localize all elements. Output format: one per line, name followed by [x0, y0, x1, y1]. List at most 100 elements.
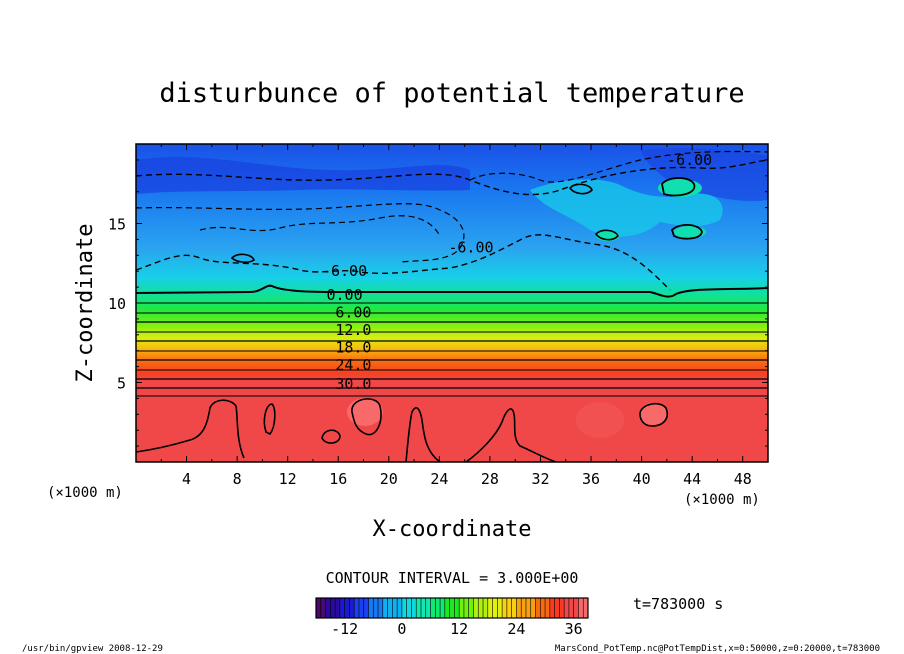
colorbar-tick-label: 12 — [450, 620, 468, 638]
y-tick-label: 15 — [108, 216, 126, 234]
x-axis: 4 8 12 16 20 24 28 32 36 40 44 48 — [160, 144, 752, 488]
colorbar-segment — [358, 598, 365, 618]
colorbar-segment — [554, 598, 560, 618]
x-tick-label: 4 — [182, 470, 191, 488]
contour-line — [670, 224, 703, 240]
y-axis-label: Z-coordinate — [73, 224, 98, 383]
contour-label: -6.00 — [322, 262, 367, 280]
x-tick-label: 40 — [633, 470, 651, 488]
colorbar-segment — [578, 598, 584, 618]
warm-bump-shade — [347, 398, 383, 426]
cyan-blob-shade — [674, 226, 706, 238]
y-tick-label: 5 — [117, 375, 126, 393]
contour-label: 6.00 — [335, 304, 371, 322]
contour-label: 30.0 — [335, 375, 371, 393]
colorbar-segment — [406, 598, 412, 618]
colorbar-segment — [430, 598, 436, 618]
colorbar-segment — [583, 598, 589, 618]
colorbar-segment — [339, 598, 346, 618]
y-tick-label: 10 — [108, 295, 126, 313]
colorbar-segment — [511, 598, 517, 618]
y-unit-label: (×1000 m) — [684, 492, 760, 508]
colorbar-segment — [506, 598, 513, 618]
colorbar-segment — [459, 598, 465, 618]
x-tick-label: 48 — [734, 470, 752, 488]
contour-line — [351, 398, 382, 436]
contour-line-dashed — [136, 203, 465, 263]
warm-bump-shade — [576, 402, 624, 438]
colorbar-tick-label: 36 — [565, 620, 583, 638]
contour-line — [639, 402, 668, 427]
colorbar-segment — [330, 598, 336, 618]
warm-bump-shade — [639, 403, 667, 425]
contour-label: 12.0 — [335, 321, 371, 339]
colorbar-segment — [487, 598, 494, 618]
x-unit-label-left: (×1000 m) — [47, 485, 123, 501]
contour-line — [594, 229, 619, 241]
colorbar-segment — [502, 598, 508, 618]
contour-line — [136, 284, 768, 298]
colorbar-segment — [440, 598, 446, 618]
colorbar-segment — [435, 598, 441, 618]
x-tick-label: 16 — [329, 470, 347, 488]
contour-line — [405, 407, 441, 462]
colorbar-segment — [444, 598, 451, 618]
colorbar-segment — [349, 598, 355, 618]
time-label: t=783000 s — [633, 595, 723, 613]
colorbar-segment — [530, 598, 537, 618]
footer-left: /usr/bin/gpview 2008-12-29 — [22, 644, 163, 654]
x-tick-label: 24 — [430, 470, 448, 488]
colorbar-segment — [392, 598, 398, 618]
x-tick-label: 28 — [481, 470, 499, 488]
colorbar-segment — [397, 598, 403, 618]
colorbar-segment — [325, 598, 331, 618]
colorbar-segment — [492, 598, 498, 618]
colorbar-segment — [416, 598, 422, 618]
contour-label: 0.00 — [326, 286, 362, 304]
footer-right: MarsCond_PotTemp.nc@PotTempDist,x=0:5000… — [555, 644, 880, 654]
colorbar-segment — [497, 598, 503, 618]
contour-line — [136, 399, 245, 459]
colorbar-segment — [525, 598, 532, 618]
colorbar-segment — [468, 598, 474, 618]
colorbar-segment — [382, 598, 389, 618]
contour-label: 24.0 — [335, 356, 371, 374]
colorbar-segment — [478, 598, 484, 618]
chart-title: disturbunce of potential temperature — [159, 78, 744, 109]
cold-patch-shade — [640, 147, 768, 202]
contour-line-dashed — [199, 215, 441, 237]
colorbar-segment — [316, 598, 322, 618]
contour-lines — [136, 150, 768, 462]
contour-line — [321, 429, 341, 444]
x-tick-label: 32 — [531, 470, 549, 488]
x-tick-label: 36 — [582, 470, 600, 488]
colorbar-segment — [540, 598, 546, 618]
colorbar-segment — [473, 598, 479, 618]
colorbar-segment — [463, 598, 470, 618]
contour-line — [661, 177, 696, 197]
y-axis: 5 10 15 — [108, 159, 768, 447]
colorbar-segment — [535, 598, 541, 618]
contour-label: -6.00 — [448, 238, 493, 256]
colorbar-frame — [315, 597, 589, 619]
colorbar-segment — [387, 598, 393, 618]
contour-line — [465, 408, 557, 462]
contour-label: 18.0 — [335, 339, 371, 357]
colorbar-segment — [411, 598, 417, 618]
colorbar-segment — [401, 598, 408, 618]
contour-line — [568, 183, 593, 195]
colorbar-segment — [363, 598, 369, 618]
contour-label: -6.00 — [667, 151, 712, 169]
x-tick-label: 8 — [233, 470, 242, 488]
colorbar-tick-label: 0 — [397, 620, 406, 638]
colorbar-segment — [564, 598, 570, 618]
colorbar: -12 0 12 24 36 — [315, 597, 589, 638]
colorbar-segment — [521, 598, 527, 618]
colorbar-segment — [568, 598, 575, 618]
colorbar-segment — [449, 598, 455, 618]
x-tick-label: 44 — [683, 470, 701, 488]
contour-line-dashed — [469, 150, 768, 183]
colorbar-segment — [549, 598, 556, 618]
